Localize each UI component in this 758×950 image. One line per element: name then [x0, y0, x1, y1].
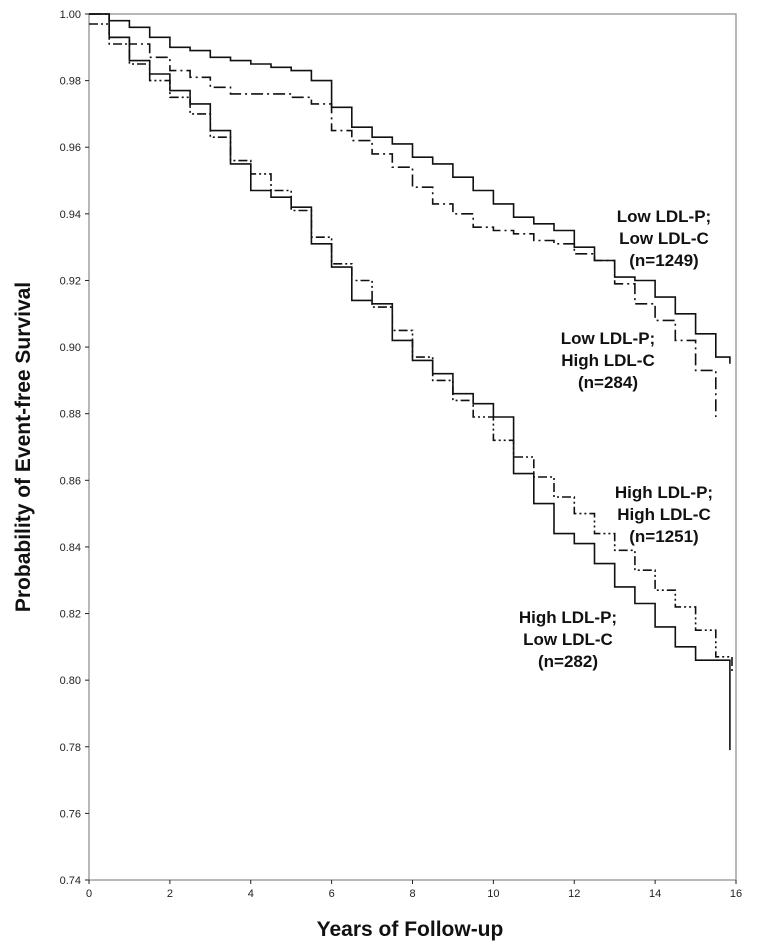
y-tick-label: 0.88 [60, 409, 81, 421]
series-label-3: High LDL-P; [615, 483, 713, 502]
series-line-4 [89, 13, 731, 751]
series-line-1 [89, 13, 731, 364]
y-tick-label: 0.86 [60, 475, 81, 487]
y-tick-label: 0.74 [60, 875, 81, 887]
series-label-2: High LDL-C [561, 351, 654, 370]
series-label-2: (n=284) [578, 373, 638, 392]
y-tick-label: 0.76 [60, 808, 81, 820]
y-tick-label: 0.90 [60, 342, 81, 354]
x-tick-label: 4 [248, 888, 254, 900]
y-tick-label: 0.84 [60, 542, 81, 554]
survival-curves [89, 13, 733, 751]
x-tick-label: 12 [568, 888, 580, 900]
x-axis-title: Years of Follow-up [317, 918, 504, 941]
series-label-3: High LDL-C [617, 505, 710, 524]
x-tick-label: 8 [409, 888, 415, 900]
series-line-2 [89, 13, 717, 417]
series-label-3: (n=1251) [629, 527, 698, 546]
series-label-4: Low LDL-C [523, 630, 613, 649]
y-axis-ticks: 0.74 0.76 0.78 0.80 0.82 0.84 0.86 0.88 0.90 0.92… [60, 9, 89, 887]
y-tick-label: 0.94 [60, 209, 81, 221]
y-tick-label: 0.96 [60, 142, 81, 154]
series-label-4: High LDL-P; [519, 608, 617, 627]
x-tick-label: 0 [86, 888, 92, 900]
x-tick-label: 10 [487, 888, 499, 900]
series-label-2: Low LDL-P; [561, 329, 655, 348]
x-tick-label: 6 [329, 888, 335, 900]
x-axis-ticks: 0 2 4 6 8 10 12 14 16 [86, 880, 742, 900]
x-tick-label: 2 [167, 888, 173, 900]
x-tick-label: 16 [730, 888, 742, 900]
y-tick-label: 0.78 [60, 742, 81, 754]
series-label-1: Low LDL-P; [617, 207, 711, 226]
y-tick-label: 0.98 [60, 76, 81, 88]
series-annotations: Low LDL-P; Low LDL-C (n=1249) Low LDL-P; Hig… [519, 207, 713, 671]
y-tick-label: 1.00 [60, 9, 81, 21]
y-tick-label: 0.92 [60, 275, 81, 287]
series-line-3 [89, 23, 733, 674]
series-label-4: (n=282) [538, 652, 598, 671]
series-label-1: Low LDL-C [619, 229, 709, 248]
x-tick-label: 14 [649, 888, 661, 900]
y-axis-title: Probability of Event-free Survival [12, 282, 35, 612]
y-tick-label: 0.82 [60, 609, 81, 621]
series-label-1: (n=1249) [629, 251, 698, 270]
y-tick-label: 0.80 [60, 675, 81, 687]
